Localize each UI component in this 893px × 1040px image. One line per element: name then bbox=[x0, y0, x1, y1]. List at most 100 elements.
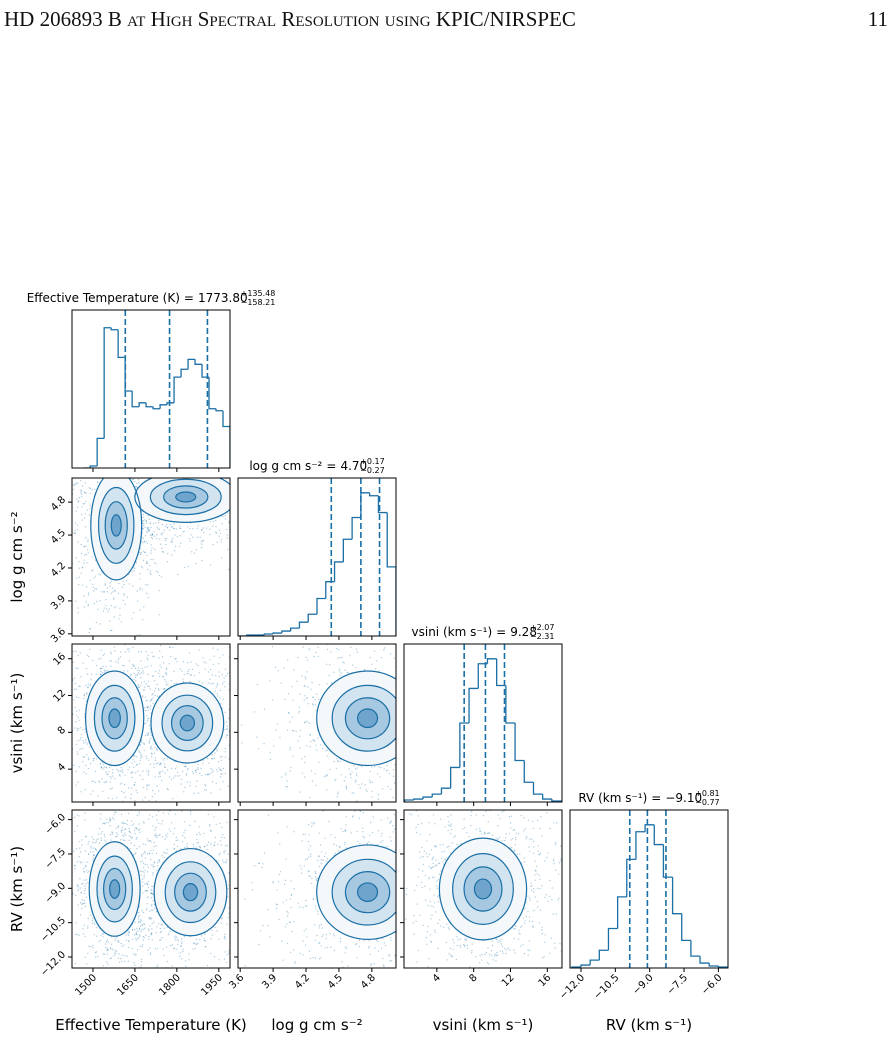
density-point bbox=[165, 470, 166, 471]
density-point bbox=[254, 688, 255, 689]
density-point bbox=[151, 470, 152, 471]
density-point bbox=[92, 859, 94, 862]
density-point bbox=[246, 679, 247, 680]
density-point bbox=[160, 474, 161, 475]
density-point bbox=[110, 651, 112, 653]
density-point bbox=[133, 784, 136, 786]
density-point bbox=[136, 442, 137, 443]
density-point bbox=[150, 550, 152, 552]
density-point bbox=[112, 769, 114, 771]
density-point bbox=[146, 554, 148, 557]
density-point bbox=[111, 455, 112, 456]
density-point bbox=[255, 548, 256, 549]
density-point bbox=[89, 627, 92, 630]
density-point bbox=[133, 678, 135, 681]
density-point bbox=[261, 505, 262, 506]
density-point bbox=[85, 492, 87, 494]
density-point bbox=[309, 796, 311, 799]
density-point bbox=[143, 689, 145, 691]
density-point bbox=[75, 770, 77, 773]
density-point bbox=[82, 662, 84, 664]
density-point bbox=[123, 593, 125, 595]
density-point bbox=[163, 763, 166, 765]
density-point bbox=[397, 747, 398, 748]
density-point bbox=[160, 468, 161, 469]
density-point bbox=[95, 638, 96, 639]
density-point bbox=[74, 532, 76, 534]
density-point bbox=[159, 764, 161, 766]
density-point bbox=[146, 466, 147, 467]
density-point bbox=[220, 759, 222, 762]
density-point bbox=[87, 539, 89, 541]
density-point bbox=[105, 476, 106, 477]
density-point bbox=[214, 472, 215, 473]
density-point bbox=[377, 773, 379, 775]
density-point bbox=[174, 767, 177, 770]
density-point bbox=[349, 654, 351, 656]
density-point bbox=[290, 766, 292, 769]
density-point bbox=[120, 450, 121, 451]
density-point bbox=[136, 475, 137, 476]
density-point bbox=[81, 462, 82, 463]
density-point bbox=[185, 439, 186, 440]
density-point bbox=[139, 925, 142, 927]
density-point bbox=[89, 642, 90, 643]
density-point bbox=[210, 683, 212, 685]
density-point bbox=[138, 922, 140, 924]
density-point bbox=[402, 717, 403, 718]
density-point bbox=[202, 759, 204, 761]
density-point bbox=[83, 697, 85, 700]
density-point bbox=[470, 663, 471, 664]
density-point bbox=[420, 740, 421, 741]
density-point bbox=[86, 673, 89, 675]
density-point bbox=[377, 798, 379, 800]
density-point bbox=[110, 660, 113, 662]
density-point bbox=[444, 656, 445, 657]
density-point bbox=[171, 526, 173, 528]
density-point bbox=[387, 785, 389, 788]
density-point bbox=[132, 640, 133, 641]
density-point bbox=[140, 805, 141, 806]
density-point bbox=[209, 678, 211, 680]
density-point bbox=[200, 767, 202, 770]
density-point bbox=[219, 788, 222, 791]
density-point bbox=[86, 693, 88, 695]
density-point bbox=[77, 500, 80, 502]
density-point bbox=[83, 713, 86, 715]
density-point bbox=[238, 474, 239, 475]
density-point bbox=[425, 716, 426, 717]
density-point bbox=[151, 533, 153, 535]
density-point bbox=[235, 509, 236, 510]
density-point bbox=[109, 834, 112, 836]
density-point bbox=[144, 526, 146, 528]
density-point bbox=[333, 760, 335, 763]
density-point bbox=[151, 534, 153, 537]
density-point bbox=[232, 761, 233, 762]
density-point bbox=[174, 534, 176, 536]
density-point bbox=[214, 752, 216, 754]
density-point bbox=[306, 697, 308, 699]
density-point bbox=[123, 670, 125, 672]
density-point bbox=[130, 675, 132, 677]
density-point bbox=[119, 656, 122, 658]
histogram-step bbox=[404, 799, 414, 802]
density-point bbox=[117, 466, 118, 467]
density-point bbox=[109, 442, 110, 443]
density-point bbox=[196, 780, 198, 782]
density-point bbox=[180, 778, 183, 780]
density-point bbox=[78, 709, 81, 711]
density-point bbox=[409, 700, 410, 701]
density-point bbox=[441, 733, 442, 734]
density-point bbox=[454, 721, 455, 722]
density-point bbox=[88, 757, 90, 759]
density-point bbox=[394, 764, 396, 766]
density-point bbox=[317, 835, 318, 836]
density-point bbox=[453, 737, 454, 738]
density-point bbox=[129, 805, 130, 806]
density-point bbox=[292, 755, 294, 757]
density-point bbox=[202, 763, 204, 765]
density-point bbox=[95, 841, 97, 843]
density-point bbox=[299, 693, 301, 695]
density-point bbox=[196, 639, 197, 640]
density-point bbox=[363, 822, 364, 823]
